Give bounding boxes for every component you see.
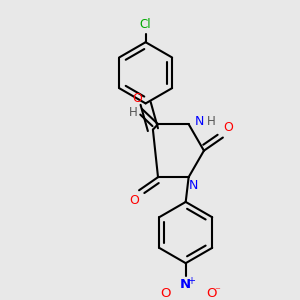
Text: N: N (195, 115, 204, 128)
Text: O: O (132, 92, 142, 106)
Text: O: O (223, 121, 233, 134)
Text: O: O (160, 287, 171, 300)
Text: Cl: Cl (140, 17, 152, 31)
Text: O: O (129, 194, 139, 207)
Text: O: O (206, 287, 216, 300)
Text: N: N (188, 179, 198, 193)
Text: H: H (129, 106, 138, 119)
Text: N: N (180, 278, 191, 291)
Text: ⁻: ⁻ (214, 286, 220, 296)
Text: +: + (187, 276, 195, 286)
Text: H: H (207, 115, 215, 128)
